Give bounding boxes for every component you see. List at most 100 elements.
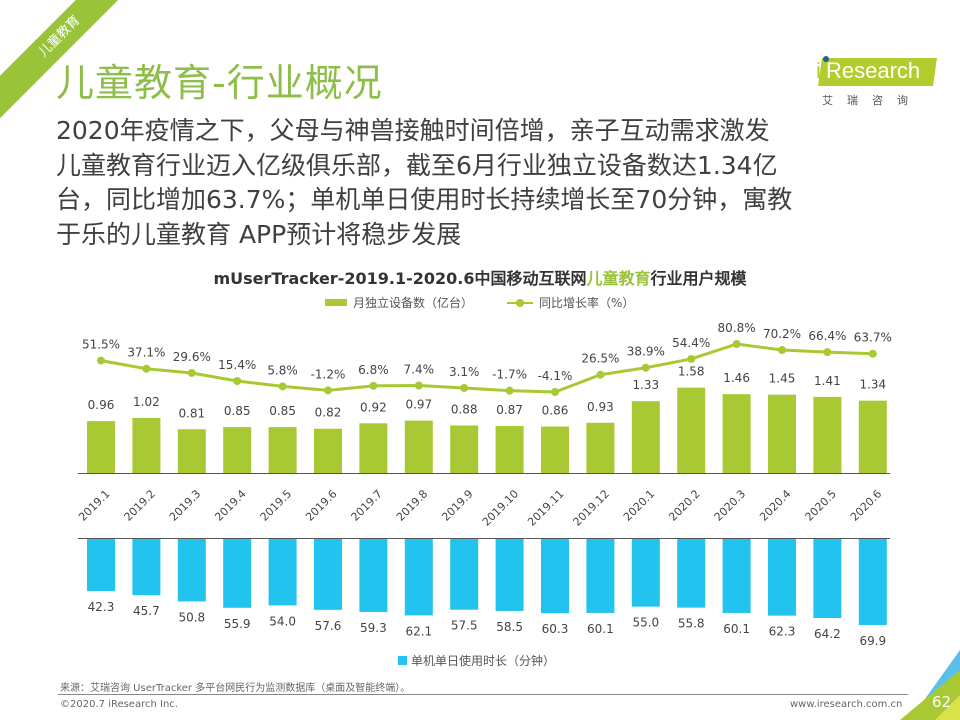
legend-swatch-bar — [325, 299, 347, 306]
device-bar-label: 0.82 — [315, 406, 342, 420]
duration-bar-label: 42.3 — [88, 600, 115, 614]
growth-point — [868, 349, 877, 358]
x-tick-label: 2020.1 — [621, 487, 657, 523]
legend-label: 单机单日使用时长（分钟） — [411, 654, 556, 668]
duration-bar-label: 55.9 — [224, 617, 251, 631]
duration-bar — [314, 539, 342, 610]
growth-point — [778, 346, 786, 355]
growth-line — [100, 342, 873, 394]
summary-text: 2020年疫情之下，父母与神兽接触时间倍增，亲子互动需求激发 儿童教育行业迈入亿… — [56, 114, 926, 252]
x-tick-label: 2019.1 — [76, 487, 112, 523]
legend-item-devices: 月独立设备数（亿台） — [325, 294, 473, 311]
duration-bar — [87, 539, 115, 592]
growth-label: 38.9% — [627, 345, 665, 359]
duration-bar — [404, 539, 433, 616]
legend-label: 同比增长率（%） — [539, 296, 635, 310]
duration-bar — [813, 539, 842, 618]
growth-point — [97, 356, 105, 365]
duration-bar — [722, 539, 751, 613]
copyright: ©2020.7 iResearch Inc. — [60, 699, 178, 710]
duration-bar-label: 54.0 — [269, 614, 296, 628]
device-bar-label: 1.33 — [632, 378, 659, 392]
growth-point — [596, 370, 605, 379]
duration-bar — [495, 539, 524, 611]
growth-point — [505, 386, 514, 395]
duration-bar-label: 62.3 — [769, 625, 796, 639]
duration-bar-label: 64.2 — [814, 627, 841, 641]
device-bar-label: 0.86 — [542, 404, 569, 418]
growth-label: 37.1% — [127, 346, 165, 360]
x-tick-label: 2020.2 — [666, 487, 702, 523]
growth-label: 7.4% — [404, 363, 435, 377]
duration-bar — [768, 539, 796, 616]
duration-bar-label: 45.7 — [133, 604, 160, 618]
legend-item-duration: 单机单日使用时长（分钟） — [398, 652, 555, 669]
growth-point — [278, 382, 287, 391]
x-tick-label: 2019.4 — [212, 487, 248, 523]
x-tick-label: 2020.3 — [712, 487, 748, 523]
device-bar-label: 0.97 — [405, 398, 432, 412]
growth-label: 26.5% — [581, 352, 619, 366]
x-tick-label: 2019.11 — [525, 487, 566, 528]
legend-label: 月独立设备数（亿台） — [353, 296, 474, 310]
duration-bar-label: 57.6 — [315, 619, 342, 633]
device-bar-label: 0.92 — [360, 400, 387, 414]
summary-line: 于乐的儿童教育 APP预计将稳步发展 — [56, 219, 462, 249]
growth-label: 66.4% — [808, 329, 846, 343]
growth-label: 70.2% — [763, 327, 801, 341]
growth-point — [233, 376, 242, 385]
duration-bar-label: 58.5 — [496, 620, 523, 634]
logo-cn: 艾瑞咨询 — [822, 94, 922, 107]
page-title: 儿童教育-行业概况 — [56, 61, 383, 105]
iresearch-logo: Research i 艾瑞咨询 — [790, 50, 940, 110]
duration-bar-label: 60.1 — [587, 622, 614, 636]
device-bar-label: 0.87 — [496, 403, 523, 417]
duration-bar — [268, 539, 297, 606]
device-bar — [223, 427, 252, 473]
device-bar — [314, 428, 342, 473]
growth-point — [687, 354, 696, 363]
device-bar — [495, 426, 524, 473]
duration-bar — [177, 539, 206, 602]
duration-bar — [359, 539, 388, 612]
device-bar-label: 0.96 — [88, 398, 115, 412]
summary-line: 台，同比增加63.7%；单机单日使用时长持续增长至70分钟，寓教 — [56, 185, 793, 214]
duration-bar — [541, 539, 569, 614]
device-bar-label: 1.45 — [769, 372, 796, 386]
x-tick-label: 2019.3 — [167, 487, 203, 523]
device-bar-label: 0.85 — [224, 404, 251, 418]
growth-label: 80.8% — [718, 321, 756, 335]
growth-point — [142, 364, 151, 373]
summary-line: 儿童教育行业迈入亿级俱乐部，截至6月行业独立设备数达1.34亿 — [56, 150, 778, 180]
duration-bar-label: 60.1 — [723, 622, 750, 636]
x-tick-label: 2019.12 — [571, 487, 612, 528]
page-number: 62 — [932, 693, 952, 711]
duration-bar — [858, 539, 887, 625]
device-bar-label: 0.93 — [587, 400, 614, 414]
duration-bar — [677, 539, 706, 608]
duration-bar-label: 55.8 — [678, 617, 705, 631]
logo-i: i — [816, 58, 821, 83]
device-bar-label: 0.81 — [178, 406, 205, 420]
growth-label: 6.8% — [358, 363, 389, 377]
website-link[interactable]: www.iresearch.com.cn — [790, 699, 903, 710]
growth-point — [324, 386, 332, 395]
growth-label: 3.1% — [449, 365, 480, 379]
x-tick-label: 2019.7 — [349, 487, 385, 523]
x-tick-label: 2019.9 — [439, 487, 475, 523]
device-bar-label: 1.58 — [678, 365, 705, 379]
legend-swatch-cyan — [398, 656, 407, 665]
duration-bar-label: 57.5 — [451, 619, 478, 633]
growth-label: 29.6% — [173, 350, 211, 364]
duration-bar — [223, 539, 252, 608]
growth-point — [187, 368, 196, 377]
device-bar — [586, 422, 615, 473]
chart-title: mUserTracker-2019.1-2020.6中国移动互联网儿童教育行业用… — [0, 265, 960, 289]
corner-decoration — [900, 650, 960, 720]
growth-label: 51.5% — [82, 338, 120, 352]
device-bar — [631, 401, 660, 473]
duration-bar-label: 62.1 — [405, 624, 432, 638]
x-tick-label: 2020.4 — [757, 487, 793, 523]
device-bar-label: 1.34 — [859, 378, 886, 392]
device-bar-label: 1.41 — [814, 374, 841, 388]
